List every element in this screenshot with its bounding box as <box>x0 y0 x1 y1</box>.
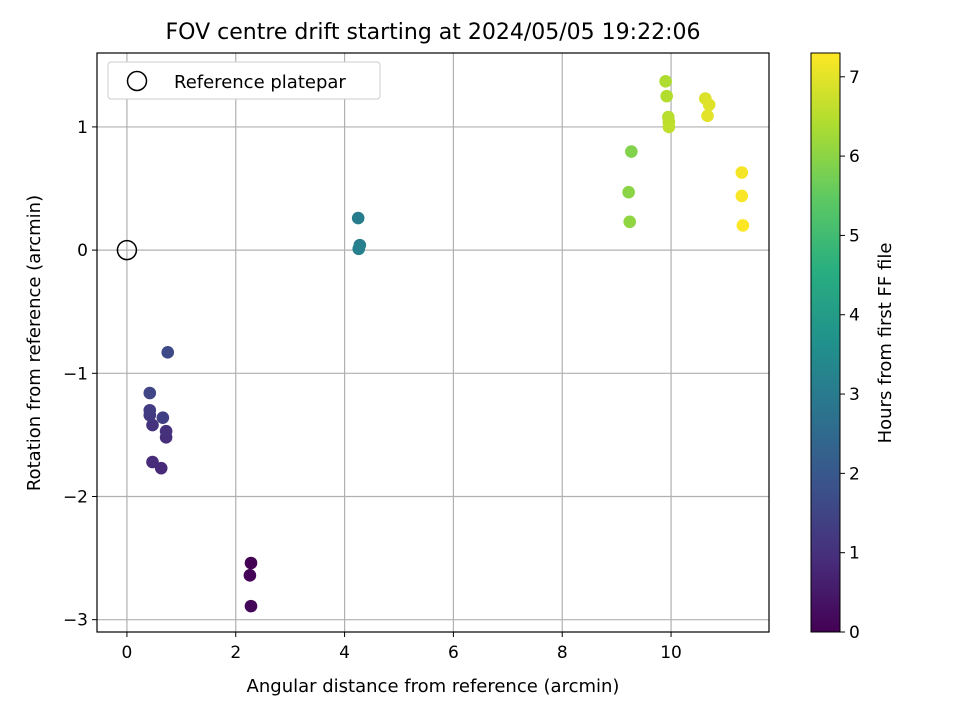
plot-frame <box>96 52 770 633</box>
colorbar-tick-label: 6 <box>849 147 860 167</box>
x-tick-label: 6 <box>448 643 459 663</box>
data-points <box>116 75 750 613</box>
data-point <box>244 599 258 613</box>
colorbar-tick-label: 2 <box>849 464 860 484</box>
data-point <box>625 145 638 158</box>
y-tick-label: 0 <box>77 241 88 261</box>
y-axis-ticks: −3 −2 −1 0 1 <box>63 118 97 631</box>
data-point <box>146 455 159 469</box>
data-point <box>159 424 173 438</box>
y-axis-label: Rotation from reference (arcmin) <box>24 195 45 491</box>
data-point <box>244 556 258 570</box>
colorbar-ticks: 0 1 2 3 4 5 6 7 <box>840 68 860 643</box>
data-point <box>736 219 750 232</box>
y-tick-label: −1 <box>63 364 88 384</box>
data-point <box>243 569 257 582</box>
data-point <box>735 189 749 203</box>
y-tick-label: −3 <box>63 611 88 631</box>
data-point <box>659 75 672 88</box>
data-point <box>161 346 175 359</box>
colorbar-tick-label: 4 <box>849 306 860 326</box>
data-point <box>701 109 714 123</box>
data-point <box>702 98 716 112</box>
x-axis-ticks: 0 2 4 6 8 10 <box>122 632 682 663</box>
y-tick-label: 1 <box>77 118 88 138</box>
data-point <box>156 411 170 424</box>
data-point <box>154 461 168 475</box>
x-tick-label: 4 <box>339 643 350 663</box>
colorbar-tick-label: 3 <box>849 385 860 405</box>
colorbar-tick-label: 5 <box>849 226 860 246</box>
colorbar-label: Hours from first FF file <box>875 243 896 444</box>
data-point <box>622 185 635 199</box>
data-point <box>146 418 159 432</box>
x-axis-label: Angular distance from reference (arcmin) <box>247 676 620 697</box>
data-point <box>735 166 749 179</box>
legend-reference-label: Reference platepar <box>174 72 346 93</box>
data-point <box>351 211 365 225</box>
legend-box <box>107 61 381 100</box>
x-tick-label: 2 <box>230 643 241 663</box>
data-point <box>662 120 676 134</box>
chart-title: FOV centre drift starting at 2024/05/05 … <box>166 20 701 45</box>
colorbar-tick-label: 1 <box>849 544 860 564</box>
y-tick-label: −2 <box>63 487 88 507</box>
data-point <box>623 215 637 229</box>
legend-reference-marker <box>126 70 148 92</box>
grid-lines <box>97 53 769 632</box>
colorbar: 0 1 2 3 4 5 6 7 Hours from first FF file <box>810 52 896 643</box>
colorbar-gradient <box>810 52 841 633</box>
data-point <box>660 89 674 103</box>
data-point <box>143 403 157 417</box>
colorbar-tick-label: 7 <box>849 68 860 88</box>
legend: Reference platepar <box>107 61 381 100</box>
data-point <box>352 242 366 256</box>
data-point <box>143 386 157 400</box>
x-tick-label: 8 <box>557 643 568 663</box>
x-tick-label: 0 <box>122 643 133 663</box>
colorbar-tick-label: 0 <box>849 623 860 643</box>
reference-platepar-marker <box>116 239 138 261</box>
x-tick-label: 10 <box>660 643 682 663</box>
